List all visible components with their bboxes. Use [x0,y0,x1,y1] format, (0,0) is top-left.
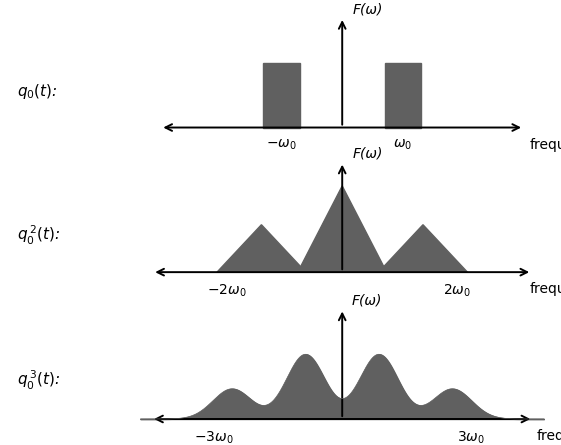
Text: $q_0^{\,3}(t)$:: $q_0^{\,3}(t)$: [17,369,60,392]
Text: F(ω): F(ω) [352,2,383,16]
Bar [385,63,421,128]
Polygon shape [298,186,387,272]
Text: $2\omega_0$: $2\omega_0$ [443,283,471,299]
Text: $q_0^{\,2}(t)$:: $q_0^{\,2}(t)$: [17,224,60,247]
Text: frequency: frequency [537,429,561,443]
Text: F(ω): F(ω) [352,147,383,161]
Text: $-\omega_0$: $-\omega_0$ [266,138,297,152]
Text: $3\omega_0$: $3\omega_0$ [457,429,485,445]
Polygon shape [379,225,467,272]
Text: F(ω): F(ω) [351,294,382,308]
Text: $-2\omega_0$: $-2\omega_0$ [208,283,247,299]
Text: frequency: frequency [530,283,561,296]
Text: $\omega_0$: $\omega_0$ [393,138,412,152]
Text: $-3\omega_0$: $-3\omega_0$ [194,429,233,445]
Text: frequency: frequency [530,138,561,152]
Text: $q_0(t)$:: $q_0(t)$: [17,82,58,101]
Bar [264,63,300,128]
Polygon shape [217,225,306,272]
